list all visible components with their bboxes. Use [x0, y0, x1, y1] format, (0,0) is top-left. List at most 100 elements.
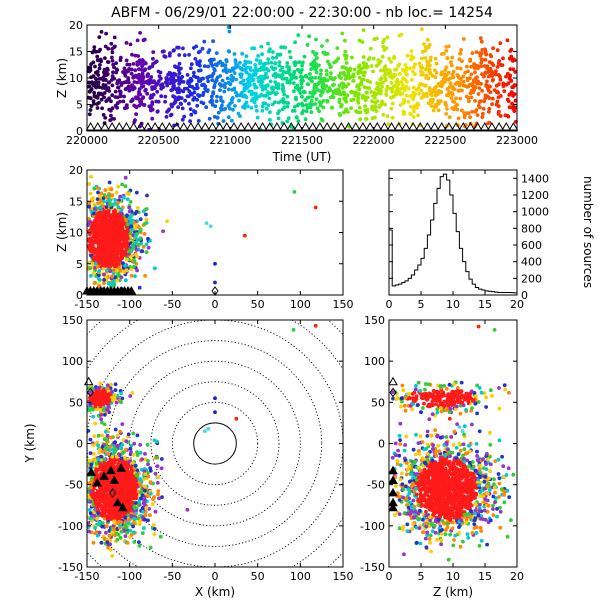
time-height-point	[122, 66, 127, 71]
time-height-point	[342, 65, 346, 70]
time-height-point	[210, 63, 215, 68]
time-height-point	[368, 46, 373, 51]
time-height-point	[393, 72, 398, 77]
histogram-ytick-label: 0	[521, 289, 528, 302]
plan-isolated-point	[213, 396, 217, 401]
time-height-ground-marker	[422, 121, 433, 131]
time-height-point	[419, 69, 423, 74]
time-height-point	[325, 89, 330, 94]
time-height-point	[140, 64, 145, 69]
xz-point	[108, 198, 112, 203]
time-height-point	[479, 51, 484, 56]
time-height-point	[300, 111, 304, 116]
time-height-point	[458, 66, 463, 71]
xz-point	[92, 271, 96, 276]
time-height-point	[394, 67, 399, 72]
plan-point	[113, 388, 118, 392]
time-height-point	[160, 49, 165, 54]
time-height-ground-marker	[264, 121, 275, 131]
time-height-point	[379, 91, 383, 96]
plan-xtick-label: -50	[163, 570, 181, 583]
xz-point	[109, 249, 114, 254]
time-height-point	[320, 44, 324, 48]
time-height-point	[354, 90, 359, 95]
xz-point	[120, 253, 125, 258]
plan-point	[96, 443, 100, 448]
plan-isolated-point	[291, 328, 296, 332]
plan-point	[131, 530, 136, 535]
time-height-point	[172, 48, 176, 52]
time-height-point	[507, 75, 512, 80]
time-height-point	[298, 91, 303, 95]
time-height-point	[485, 66, 489, 71]
plan-point	[106, 447, 111, 452]
time-height-point	[266, 68, 271, 73]
time-height-point	[195, 82, 199, 87]
time-height-point	[305, 105, 310, 110]
time-height-point	[249, 92, 254, 97]
time-height-point	[165, 80, 169, 85]
time-height-point	[227, 49, 232, 54]
time-height-point	[192, 90, 197, 95]
plan-xtick-label: 0	[212, 570, 219, 583]
time-height-point	[176, 97, 181, 102]
time-height-point	[440, 82, 445, 87]
time-height-point	[334, 91, 339, 96]
time-height-point	[378, 81, 383, 86]
time-height-point	[315, 56, 319, 60]
time-height-point	[445, 56, 450, 61]
xz-point	[110, 230, 115, 235]
time-height-point	[466, 69, 470, 74]
time-height-point	[337, 83, 342, 88]
time-height-point	[444, 112, 449, 116]
time-height-point	[381, 40, 385, 45]
time-height-point	[244, 95, 249, 100]
time-height-point	[303, 98, 307, 102]
time-height-point	[305, 43, 310, 47]
time-height-point	[173, 95, 177, 100]
time-height-point	[363, 98, 368, 103]
plan-point	[129, 514, 134, 518]
plan-point	[148, 480, 153, 484]
xz-point	[107, 180, 112, 185]
time-height-point	[287, 49, 292, 54]
plan-point	[131, 524, 136, 529]
plan-point	[155, 481, 160, 485]
plan-point	[131, 431, 136, 436]
time-height-point	[219, 98, 224, 103]
time-height-point	[378, 59, 383, 64]
time-height-point	[194, 75, 198, 79]
time-height-point	[470, 109, 475, 114]
plan-point	[119, 529, 124, 534]
time-height-point	[270, 55, 275, 60]
time-height-point	[487, 106, 492, 111]
xz-point	[115, 268, 119, 273]
time-height-point	[372, 95, 377, 100]
time-height-point	[220, 78, 225, 83]
time-height-point	[490, 61, 494, 66]
time_height-xtick-label: 220000	[66, 134, 108, 147]
time-height-point	[266, 41, 270, 46]
plan-point	[102, 422, 107, 427]
time-height-point	[156, 69, 161, 74]
xz-point	[125, 244, 130, 249]
time-height-point	[324, 72, 329, 77]
time-height-point	[431, 88, 436, 93]
plan-point	[103, 489, 108, 494]
time-height-ticks: 220000 220500 221000 221500 222000 222500 2230…	[66, 19, 538, 147]
plan-point	[146, 494, 150, 498]
time-height-point	[107, 80, 112, 84]
time-height-point	[177, 53, 182, 57]
time-height-point	[226, 80, 231, 85]
time-height-point	[343, 38, 347, 43]
time-height-point	[245, 65, 250, 70]
plan-point	[137, 540, 141, 544]
time-height-point	[294, 97, 298, 102]
time-height-point	[205, 75, 210, 80]
plan-xtick-label: 50	[251, 570, 265, 583]
time-height-point	[191, 97, 196, 102]
time-height-point	[418, 65, 423, 69]
time-height-point	[361, 28, 366, 32]
time-height-point	[97, 35, 102, 39]
time-height-point	[484, 52, 489, 57]
